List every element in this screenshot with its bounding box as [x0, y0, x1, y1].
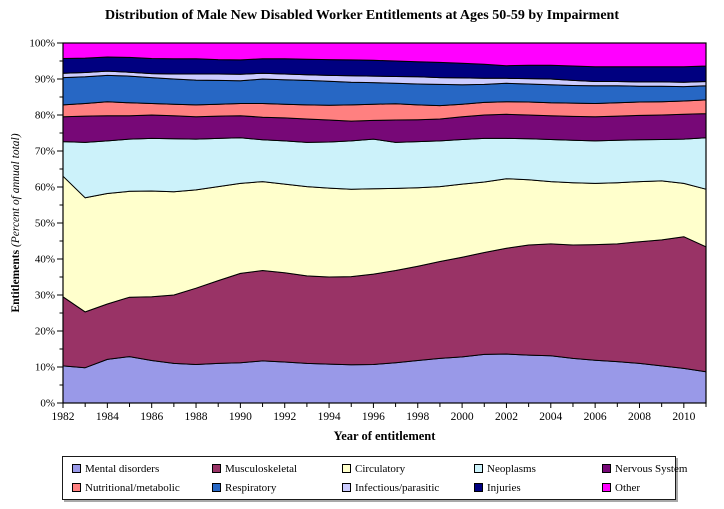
y-tick-label: 100%	[29, 38, 55, 50]
x-tick-label: 2006	[584, 411, 607, 423]
x-tick-label: 1982	[52, 411, 75, 423]
x-tick-label: 2002	[495, 411, 518, 423]
legend-swatch-infectious-parasitic	[342, 483, 351, 492]
legend-item-other: Other	[602, 482, 687, 494]
x-tick-label: 1996	[362, 411, 385, 423]
legend-label: Respiratory	[225, 481, 277, 494]
legend-item-musculoskeletal: Musculoskeletal	[212, 463, 342, 475]
y-tick-label: 10%	[35, 362, 55, 374]
legend-label: Nervous System	[615, 462, 688, 475]
legend-swatch-respiratory	[212, 483, 221, 492]
x-tick-label: 2004	[539, 411, 562, 423]
y-tick-label: 0%	[40, 398, 55, 410]
legend-swatch-nervous-system	[602, 464, 611, 473]
x-tick-label: 1988	[185, 411, 208, 423]
legend-swatch-neoplasms	[474, 464, 483, 473]
legend-label: Injuries	[487, 481, 521, 494]
x-tick-label: 2000	[451, 411, 474, 423]
legend-item-mental-disorders: Mental disorders	[72, 463, 212, 475]
y-tick-label: 50%	[35, 218, 55, 230]
y-tick-label: 60%	[35, 182, 55, 194]
legend-swatch-other	[602, 483, 611, 492]
y-tick-label: 30%	[35, 290, 55, 302]
legend-item-neoplasms: Neoplasms	[474, 463, 602, 475]
legend-swatch-mental-disorders	[72, 464, 81, 473]
x-tick-label: 1994	[318, 411, 341, 423]
x-tick-label: 1998	[406, 411, 429, 423]
legend-swatch-injuries	[474, 483, 483, 492]
legend-label: Other	[615, 481, 641, 494]
legend-item-respiratory: Respiratory	[212, 482, 342, 494]
y-tick-label: 70%	[35, 146, 55, 158]
legend-label: Nutritional/metabolic	[85, 481, 180, 494]
legend-label: Circulatory	[355, 462, 406, 475]
legend-item-circulatory: Circulatory	[342, 463, 474, 475]
legend-item-nervous-system: Nervous System	[602, 463, 687, 475]
legend-label: Neoplasms	[487, 462, 536, 475]
x-tick-label: 1990	[229, 411, 252, 423]
legend-item-infectious-parasitic: Infectious/parasitic	[342, 482, 474, 494]
y-tick-label: 80%	[35, 110, 55, 122]
x-tick-label: 1984	[96, 411, 119, 423]
y-tick-label: 20%	[35, 326, 55, 338]
x-tick-label: 2008	[628, 411, 651, 423]
plot-area: 0% 10% 20% 30% 40% 50% 60% 70% 80% 90% 100% 1982 198…	[29, 38, 707, 423]
chart-title: Distribution of Male New Disabled Worker…	[105, 8, 619, 23]
legend-label: Infectious/parasitic	[355, 481, 440, 494]
legend-swatch-nutritional-metabolic	[72, 483, 81, 492]
legend-swatch-circulatory	[342, 464, 351, 473]
legend-swatch-musculoskeletal	[212, 464, 221, 473]
legend-box: Mental disorders Musculoskeletal Circulato…	[62, 456, 687, 500]
legend-item-injuries: Injuries	[474, 482, 602, 494]
x-axis-title: Year of entitlement	[333, 429, 436, 443]
legend-item-nutritional-metabolic: Nutritional/metabolic	[72, 482, 212, 494]
y-tick-label: 40%	[35, 254, 55, 266]
y-tick-label: 90%	[35, 74, 55, 86]
x-tick-label: 1992	[273, 411, 296, 423]
legend-label: Mental disorders	[85, 462, 160, 475]
legend-label: Musculoskeletal	[225, 462, 298, 475]
x-tick-label: 1986	[140, 411, 163, 423]
x-tick-label: 2010	[672, 411, 695, 423]
